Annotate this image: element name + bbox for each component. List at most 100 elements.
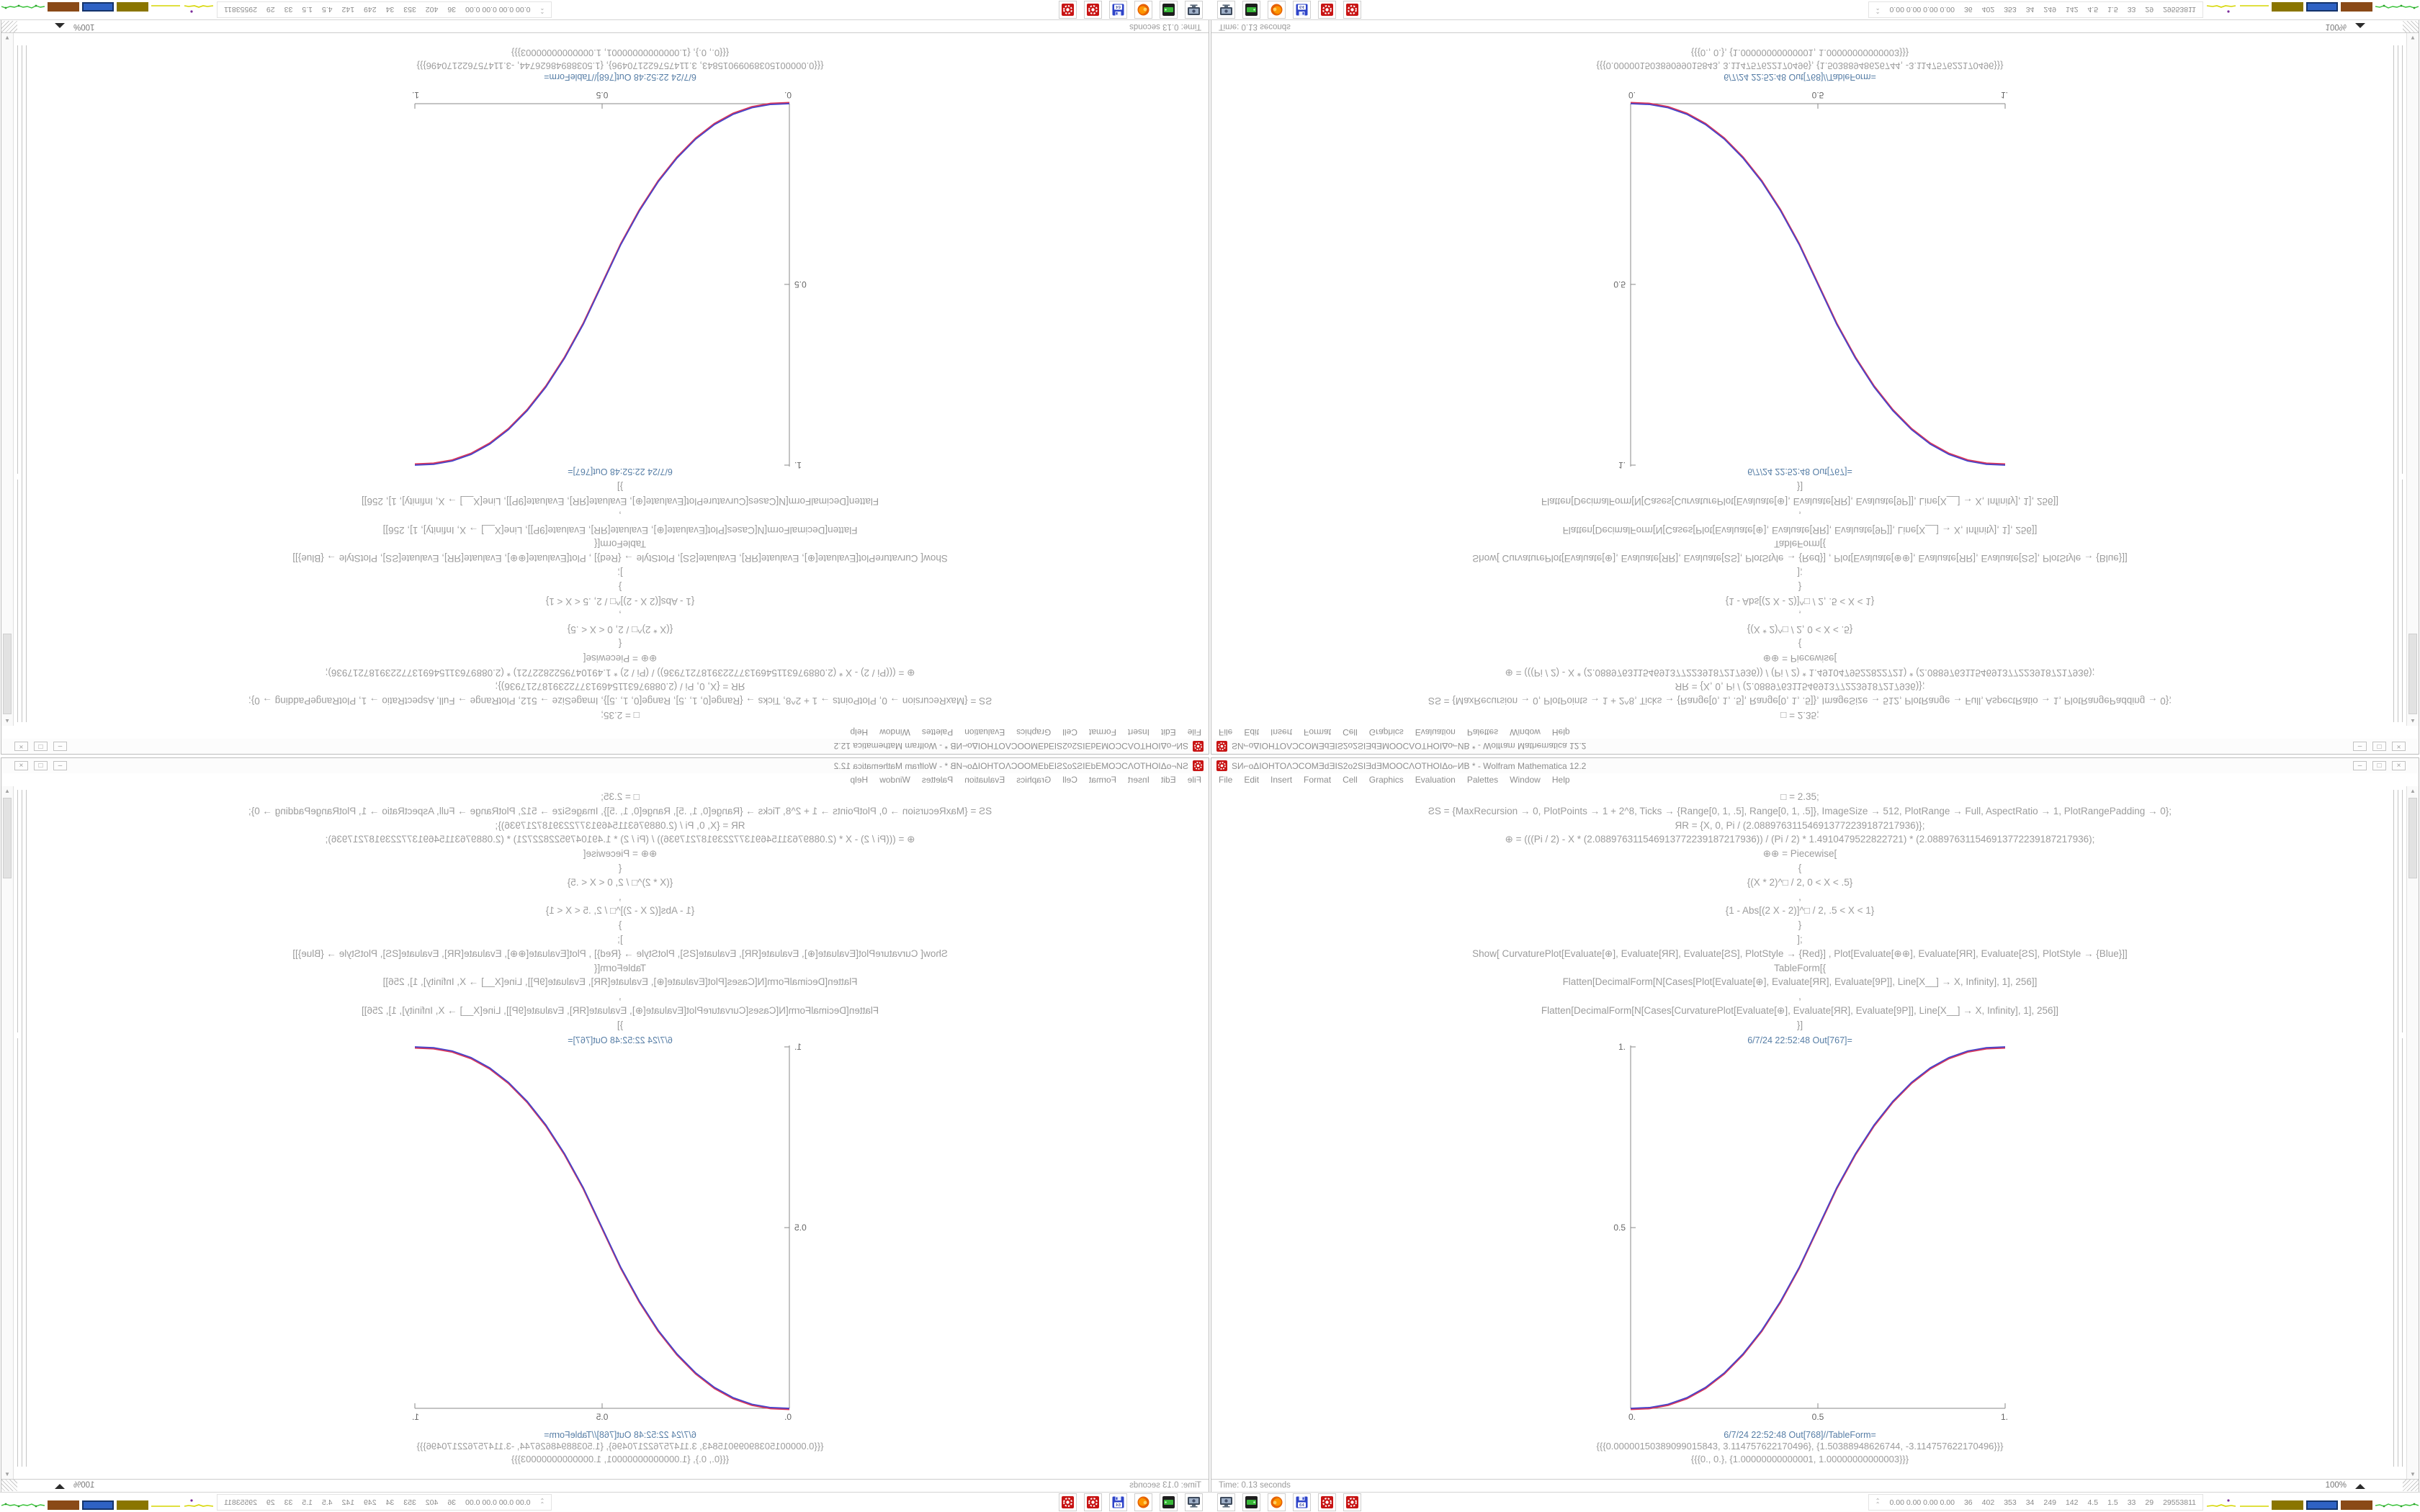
vertical-scrollbar[interactable]: ▲ ▼ — [1, 32, 14, 726]
scrollbar-thumb[interactable] — [3, 798, 12, 878]
scroll-up-icon[interactable]: ▲ — [2410, 718, 2416, 724]
cell-bracket-input[interactable] — [2402, 790, 2403, 1032]
scrollbar-thumb[interactable] — [3, 634, 12, 714]
mathematica-taskbar-icon[interactable] — [1084, 1, 1102, 19]
code-line[interactable]: , — [619, 610, 622, 621]
menu-item[interactable]: File — [1187, 727, 1201, 737]
code-line[interactable]: }] — [617, 1019, 624, 1030]
scroll-down-icon[interactable]: ▼ — [2410, 1471, 2416, 1477]
mathematica-taskbar-icon[interactable] — [1318, 1493, 1336, 1511]
code-line[interactable]: □ = 2.35; — [1780, 791, 1819, 802]
window-titlebar[interactable]: ЅИ⌐oΔIOHTOΛƆCOMƎdƎIЅ2o2ЅIƎdƎMOOCΛOTHOIΔo… — [1211, 739, 2419, 754]
cell-bracket-outer-group[interactable] — [2393, 790, 2394, 1467]
menu-item[interactable]: Window — [1510, 727, 1541, 737]
scroll-down-icon[interactable]: ▼ — [4, 1471, 10, 1477]
disk-utility-icon[interactable] — [1242, 1, 1260, 19]
collapse-chevron-icon[interactable]: ⌃ ⌃ — [1875, 1497, 1881, 1508]
menu-item[interactable]: Palettes — [1466, 727, 1499, 737]
input-cell-code[interactable]: □ = 2.35; ƧS = {MaxRecursion → 0, PlotPoi… — [32, 790, 1209, 1032]
code-line[interactable]: ⊕⊕ = Piecewise[ — [1762, 652, 1837, 664]
floppy-64-icon[interactable]: 64 — [1293, 1, 1311, 19]
screenshot-tool-icon[interactable] — [1185, 1, 1203, 19]
mathematica-taskbar-icon-2[interactable] — [1343, 1493, 1361, 1511]
minimize-button[interactable]: – — [53, 761, 67, 770]
code-line[interactable]: ⊕⊕ = Piecewise[ — [1762, 848, 1837, 860]
cell-bracket-input[interactable] — [17, 790, 18, 1032]
menu-item[interactable]: Palettes — [921, 727, 954, 737]
window-titlebar[interactable]: ЅИ⌐oΔIOHTOΛƆCOMƎdƎIЅ2o2ЅIƎdƎMOOCΛOTHOIΔo… — [1, 739, 1209, 754]
code-line[interactable]: ⊕ = (((Pi / 2) - X * (2.0889763115469137… — [1505, 667, 2095, 678]
cell-bracket-table[interactable] — [17, 1427, 18, 1467]
menu-item[interactable]: Cell — [1062, 775, 1077, 785]
code-line[interactable]: , — [1798, 891, 1801, 902]
code-line[interactable]: Show[ CurvaturePlot[Evaluate[⊕], Evaluat… — [1472, 948, 2128, 959]
mathematica-taskbar-icon[interactable] — [1084, 1493, 1102, 1511]
resize-grip[interactable] — [1, 21, 17, 32]
menu-item[interactable]: File — [1219, 727, 1233, 737]
code-line[interactable]: } — [618, 919, 622, 931]
code-line[interactable]: {(X * 2)^□ / 2, 0 < X < .5} — [567, 876, 673, 888]
collapse-chevron-icon[interactable]: ⌃ ⌃ — [539, 4, 545, 15]
scroll-up-icon[interactable]: ▲ — [4, 788, 10, 794]
code-line[interactable]: ⊕⊕ = Piecewise[ — [583, 652, 658, 664]
floppy-64-icon[interactable]: 64 — [1293, 1493, 1311, 1511]
firefox-icon[interactable] — [1134, 1493, 1152, 1511]
code-line[interactable]: , — [1798, 610, 1801, 621]
cell-bracket-input[interactable] — [17, 480, 18, 722]
code-line[interactable]: , — [1798, 510, 1801, 521]
firefox-icon[interactable] — [1134, 1, 1152, 19]
disk-utility-icon[interactable] — [1160, 1493, 1178, 1511]
code-line[interactable]: ƧS = {MaxRecursion → 0, PlotPoints → 1 +… — [248, 805, 992, 816]
code-line[interactable]: ƧS = {MaxRecursion → 0, PlotPoints → 1 +… — [1428, 805, 2172, 816]
code-line[interactable]: TableForm[{ — [593, 962, 647, 973]
code-line[interactable]: Flatten[DecimalForm[N[Cases[CurvaturePlo… — [1541, 1004, 2059, 1016]
collapse-chevron-icon[interactable]: ⌃ ⌃ — [1875, 4, 1881, 15]
code-line[interactable]: TableForm[{ — [1773, 962, 1827, 973]
disk-utility-icon[interactable] — [1160, 1, 1178, 19]
maximize-button[interactable]: □ — [2372, 761, 2386, 770]
mathematica-taskbar-icon-2[interactable] — [1059, 1, 1077, 19]
menu-item[interactable]: Edit — [1244, 727, 1260, 737]
disk-utility-icon[interactable] — [1242, 1493, 1260, 1511]
code-line[interactable]: , — [1798, 991, 1801, 1002]
cell-bracket-input[interactable] — [2402, 480, 2403, 722]
code-line[interactable]: ]; — [1797, 933, 1803, 945]
code-line[interactable]: {(X * 2)^□ / 2, 0 < X < .5} — [567, 624, 673, 636]
vertical-scrollbar[interactable]: ▲ ▼ — [2406, 32, 2419, 726]
code-line[interactable]: Show[ CurvaturePlot[Evaluate[⊕], Evaluat… — [1472, 553, 2128, 564]
code-line[interactable]: ⊕⊕ = Piecewise[ — [583, 848, 658, 860]
menu-item[interactable]: Graphics — [1016, 727, 1052, 737]
code-line[interactable]: ЯR = {X, 0, Pi / (2.08897631154691377223… — [1675, 681, 1925, 693]
code-line[interactable]: ⊕ = (((Pi / 2) - X * (2.0889763115469137… — [325, 834, 915, 845]
mathematica-taskbar-icon-2[interactable] — [1343, 1, 1361, 19]
code-line[interactable]: Flatten[DecimalForm[N[Cases[Plot[Evaluat… — [1562, 524, 2038, 536]
scrollbar-thumb[interactable] — [2408, 634, 2417, 714]
resize-grip[interactable] — [2403, 1480, 2419, 1491]
cell-bracket-outer-group[interactable] — [26, 790, 27, 1467]
input-cell-code[interactable]: □ = 2.35; ƧS = {MaxRecursion → 0, PlotPoi… — [1211, 480, 2388, 722]
menu-item[interactable]: Graphics — [1368, 775, 1404, 785]
close-button[interactable]: × — [2392, 742, 2406, 751]
magnification-value[interactable]: 100% — [73, 1481, 95, 1490]
code-line[interactable]: ƧS = {MaxRecursion → 0, PlotPoints → 1 +… — [1428, 696, 2172, 707]
menu-item[interactable]: Format — [1304, 727, 1332, 737]
menu-item[interactable]: Palettes — [1466, 775, 1499, 785]
system-monitor-applet[interactable]: ⌃ ⌃ 0.00 0.00 0.00 0.00 36 402 353 34 249 142 4.… — [1, 1493, 552, 1511]
window-titlebar[interactable]: ЅИ⌐oΔIOHTOΛƆCOMƎdƎIЅ2o2ЅIƎdƎMOOCΛOTHOIΔo… — [1211, 758, 2419, 773]
menu-item[interactable]: File — [1219, 775, 1233, 785]
system-monitor-applet[interactable]: ⌃ ⌃ 0.00 0.00 0.00 0.00 36 402 353 34 249 142 4.… — [1, 1, 552, 19]
code-line[interactable]: {1 - Abs[(2 X - 2)]^□ / 2, .5 < X < 1} — [1725, 595, 1875, 607]
menu-item[interactable]: Evaluation — [964, 727, 1005, 737]
magnification-popup-icon[interactable] — [55, 23, 65, 28]
code-line[interactable]: { — [1798, 639, 1802, 650]
menu-item[interactable]: Format — [1088, 727, 1116, 737]
menu-item[interactable]: Evaluation — [1415, 775, 1456, 785]
code-line[interactable]: Show[ CurvaturePlot[Evaluate[⊕], Evaluat… — [292, 553, 948, 564]
menu-item[interactable]: Format — [1088, 775, 1116, 785]
menu-item[interactable]: Cell — [1343, 727, 1358, 737]
cell-bracket-plot[interactable] — [2402, 76, 2403, 474]
system-monitor-applet[interactable]: ⌃ ⌃ 0.00 0.00 0.00 0.00 36 402 353 34 249 142 4.… — [1868, 1, 2419, 19]
code-line[interactable]: Flatten[DecimalForm[N[Cases[CurvaturePlo… — [1541, 496, 2059, 508]
code-line[interactable]: { — [618, 862, 622, 873]
code-line[interactable]: }] — [617, 482, 624, 493]
